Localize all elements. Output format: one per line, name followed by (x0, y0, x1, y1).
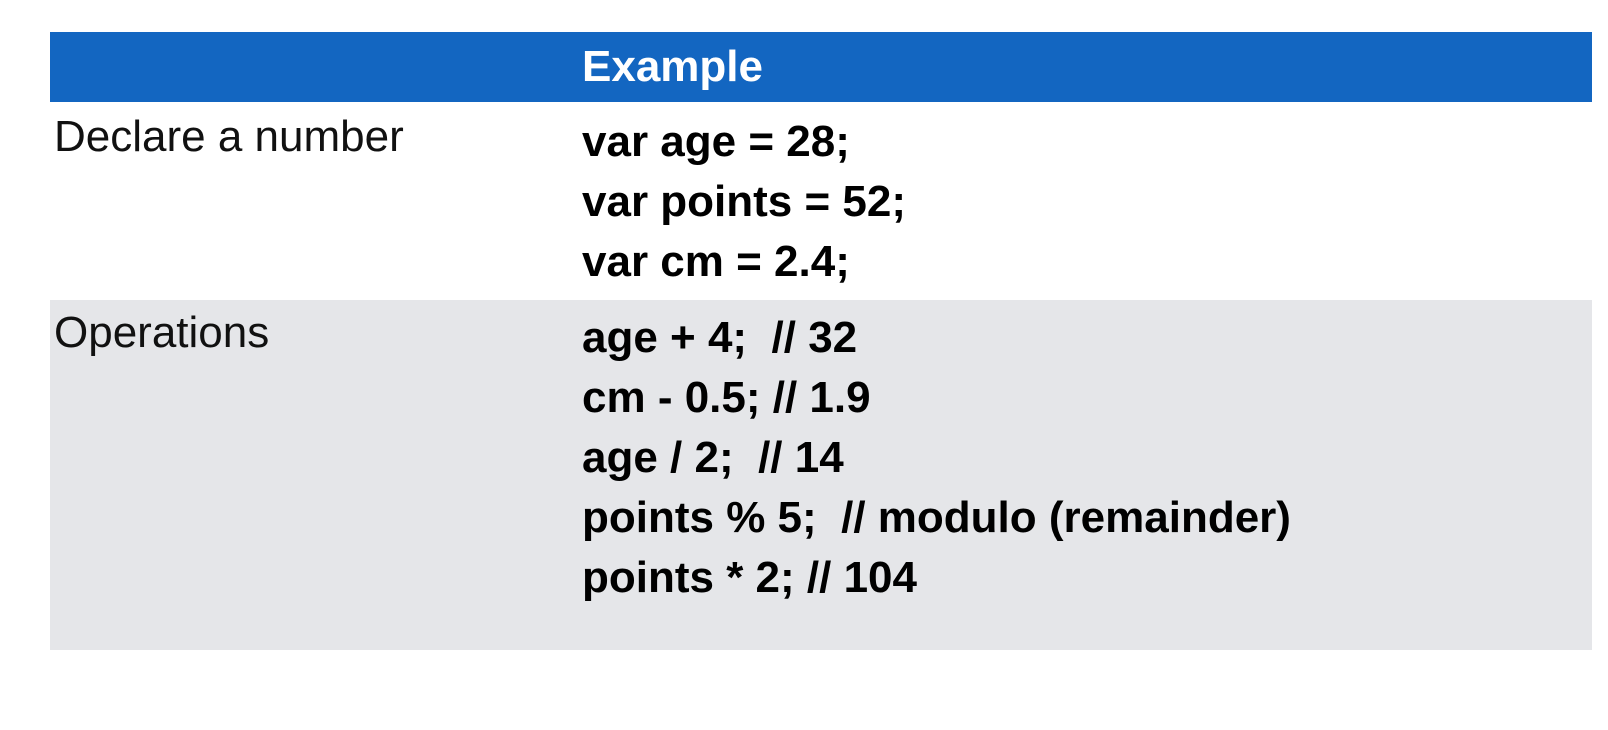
code-line: points % 5; // modulo (remainder) (582, 493, 1291, 542)
code-line: var age = 28; (582, 117, 850, 166)
row-label: Declare a number (54, 112, 404, 161)
code-line: points * 2; // 104 (582, 553, 917, 602)
table-header: Example (50, 32, 1592, 102)
table-row-declare: Declare a number var age = 28; var point… (50, 102, 1592, 300)
example-table: Example Declare a number var age = 28; v… (50, 32, 1592, 650)
code-lines: age + 4; // 32 cm - 0.5; // 1.9 age / 2;… (582, 308, 1291, 608)
code-line: age + 4; // 32 (582, 313, 858, 362)
header-title: Example (582, 42, 763, 91)
code-line: age / 2; // 14 (582, 433, 844, 482)
row-label: Operations (54, 308, 270, 357)
table-row-operations: Operations age + 4; // 32 cm - 0.5; // 1… (50, 300, 1592, 650)
code-line: var cm = 2.4; (582, 237, 850, 286)
code-line: cm - 0.5; // 1.9 (582, 373, 871, 422)
code-lines: var age = 28; var points = 52; var cm = … (582, 112, 906, 292)
code-line: var points = 52; (582, 177, 907, 226)
